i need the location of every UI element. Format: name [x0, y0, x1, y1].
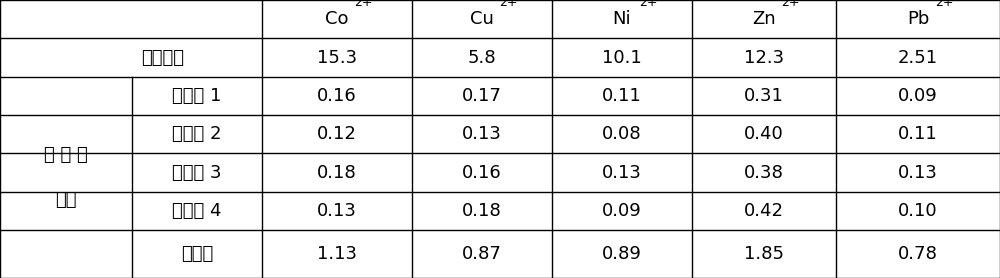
Text: 实施例 1: 实施例 1 [172, 87, 222, 105]
Text: 0.13: 0.13 [462, 125, 502, 143]
Text: 0.89: 0.89 [602, 245, 642, 263]
Text: 2+: 2+ [639, 0, 657, 9]
Text: Co: Co [325, 10, 349, 28]
Text: 吸 附 后: 吸 附 后 [44, 146, 88, 164]
Text: 实施例 4: 实施例 4 [172, 202, 222, 220]
Text: 0.40: 0.40 [744, 125, 784, 143]
Text: 0.16: 0.16 [462, 164, 502, 182]
Text: 0.38: 0.38 [744, 164, 784, 182]
Text: 2+: 2+ [781, 0, 799, 9]
Text: 0.78: 0.78 [898, 245, 938, 263]
Text: 0.18: 0.18 [462, 202, 502, 220]
Text: 对照例: 对照例 [181, 245, 213, 263]
Text: 0.09: 0.09 [898, 87, 938, 105]
Text: 0.10: 0.10 [898, 202, 938, 220]
Text: 2+: 2+ [499, 0, 517, 9]
Text: 0.12: 0.12 [317, 125, 357, 143]
Text: 0.87: 0.87 [462, 245, 502, 263]
Text: Pb: Pb [907, 10, 929, 28]
Text: 0.13: 0.13 [898, 164, 938, 182]
Text: 浓度: 浓度 [55, 191, 77, 208]
Text: 5.8: 5.8 [468, 49, 496, 66]
Text: 2.51: 2.51 [898, 49, 938, 66]
Text: 初始浓度: 初始浓度 [141, 49, 184, 66]
Text: 0.18: 0.18 [317, 164, 357, 182]
Text: 1.13: 1.13 [317, 245, 357, 263]
Text: 0.42: 0.42 [744, 202, 784, 220]
Text: 0.17: 0.17 [462, 87, 502, 105]
Text: 1.85: 1.85 [744, 245, 784, 263]
Text: Ni: Ni [613, 10, 631, 28]
Text: 0.13: 0.13 [317, 202, 357, 220]
Text: Cu: Cu [470, 10, 494, 28]
Text: 0.11: 0.11 [602, 87, 642, 105]
Text: 0.11: 0.11 [898, 125, 938, 143]
Text: 2+: 2+ [935, 0, 953, 9]
Text: 0.08: 0.08 [602, 125, 642, 143]
Text: 10.1: 10.1 [602, 49, 642, 66]
Text: 实施例 3: 实施例 3 [172, 164, 222, 182]
Text: 0.13: 0.13 [602, 164, 642, 182]
Text: 0.31: 0.31 [744, 87, 784, 105]
Text: 15.3: 15.3 [317, 49, 357, 66]
Text: 2+: 2+ [354, 0, 372, 9]
Text: 实施例 2: 实施例 2 [172, 125, 222, 143]
Text: 0.16: 0.16 [317, 87, 357, 105]
Text: Zn: Zn [752, 10, 776, 28]
Text: 12.3: 12.3 [744, 49, 784, 66]
Text: 0.09: 0.09 [602, 202, 642, 220]
